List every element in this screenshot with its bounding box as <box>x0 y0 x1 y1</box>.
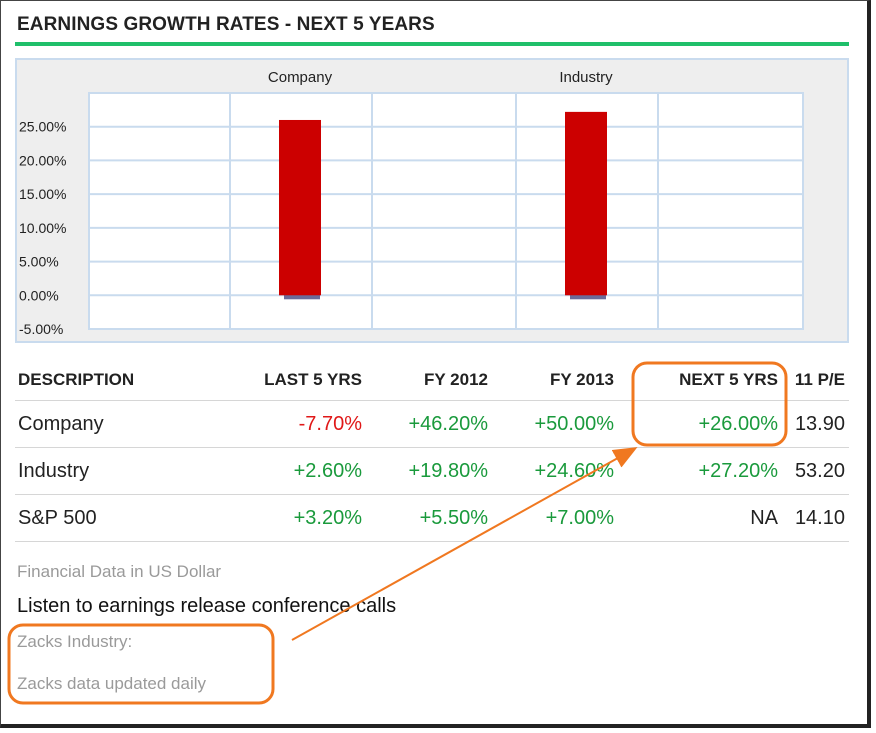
conference-calls-link[interactable]: Listen to earnings release conference ca… <box>17 595 397 617</box>
cell-value: +19.80% <box>366 447 492 495</box>
category-label: Industry <box>559 69 613 86</box>
y-tick-label: 20.00% <box>19 152 66 168</box>
growth-table: DESCRIPTION LAST 5 YRS FY 2012 FY 2013 N… <box>15 360 849 542</box>
y-tick-label: 25.00% <box>19 119 66 135</box>
cell-value: +7.00% <box>492 494 618 542</box>
cell-value: NA <box>618 494 782 542</box>
cell-value: +27.20% <box>618 447 782 495</box>
cell-value: 53.20 <box>782 447 849 495</box>
col-header-next-5-yrs: NEXT 5 YRS <box>618 360 782 401</box>
section-title: EARNINGS GROWTH RATES - NEXT 5 YEARS <box>17 14 435 35</box>
cell-value: +46.20% <box>366 400 492 448</box>
y-tick-label: 15.00% <box>19 186 66 202</box>
bar-company <box>279 119 321 296</box>
cell-value: -7.70% <box>222 400 366 448</box>
zacks-updated-note: Zacks data updated daily <box>17 674 207 693</box>
bar-industry <box>565 111 607 296</box>
col-header-last-5-yrs: LAST 5 YRS <box>222 360 366 401</box>
cell-value: +3.20% <box>222 494 366 542</box>
table-row: Company -7.70% +46.20% +50.00% +26.00% 1… <box>15 400 849 448</box>
category-label: Company <box>268 69 333 86</box>
y-tick-label: 5.00% <box>19 254 59 270</box>
table-header-row: DESCRIPTION LAST 5 YRS FY 2012 FY 2013 N… <box>15 360 849 401</box>
col-header-fy-2012: FY 2012 <box>366 360 492 401</box>
row-label: S&P 500 <box>15 494 222 542</box>
cell-value: +5.50% <box>366 494 492 542</box>
growth-chart-svg: 25.00% 20.00% 15.00% 10.00% 5.00% 0.00% -5.00%… <box>19 69 804 337</box>
table-row: S&P 500 +3.20% +5.50% +7.00% NA 14.10 <box>15 494 849 542</box>
zacks-industry-label: Zacks Industry: <box>17 632 133 651</box>
cell-value: +50.00% <box>492 400 618 448</box>
y-tick-label: -5.00% <box>19 321 63 337</box>
table-row: Industry +2.60% +19.80% +24.60% +27.20% … <box>15 447 849 495</box>
row-label: Industry <box>15 447 222 495</box>
plot-area <box>88 92 804 330</box>
cell-value: 14.10 <box>782 494 849 542</box>
cell-value: +2.60% <box>222 447 366 495</box>
col-header-fy-2013: FY 2013 <box>492 360 618 401</box>
y-tick-label: 0.00% <box>19 287 59 303</box>
growth-chart: 25.00% 20.00% 15.00% 10.00% 5.00% 0.00% -5.00%… <box>15 58 849 343</box>
row-label: Company <box>15 400 222 448</box>
title-rule <box>15 42 849 46</box>
y-tick-label: 10.00% <box>19 220 66 236</box>
cell-value: +24.60% <box>492 447 618 495</box>
cell-value: +26.00% <box>618 400 782 448</box>
currency-note: Financial Data in US Dollar <box>17 562 222 581</box>
col-header-pe: 11 P/E <box>782 360 849 401</box>
col-header-description: DESCRIPTION <box>15 360 222 401</box>
cell-value: 13.90 <box>782 400 849 448</box>
